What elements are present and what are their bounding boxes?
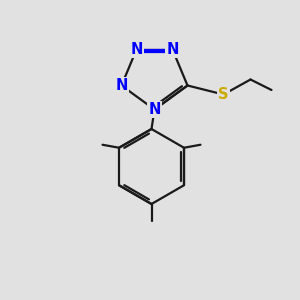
Text: N: N: [166, 42, 179, 57]
Text: N: N: [130, 42, 143, 57]
Text: N: N: [148, 102, 161, 117]
Text: S: S: [218, 87, 229, 102]
Text: N: N: [115, 78, 128, 93]
